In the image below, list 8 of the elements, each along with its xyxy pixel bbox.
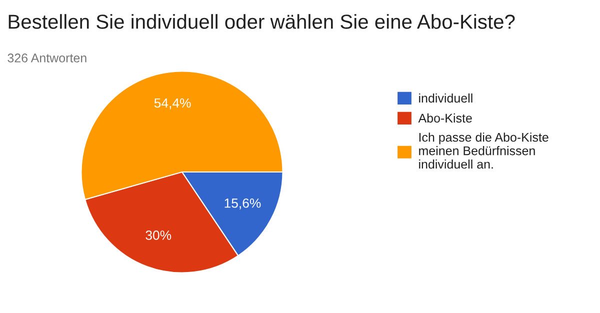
legend-label: individuell	[419, 93, 472, 103]
data-label: 15,6%	[224, 198, 261, 210]
chart-subtitle: 326 Antworten	[8, 54, 86, 62]
chart-title: Bestellen Sie individuell oder wählen Sie eine Abo-Kiste?	[8, 14, 515, 29]
legend-label: Abo-Kiste	[418, 113, 472, 123]
legend-label: Ich passe die Abo-Kiste meinen Bedürfnissen individuell an.	[419, 132, 548, 169]
data-label: 30%	[146, 230, 172, 240]
data-label: 54,4%	[154, 98, 191, 110]
